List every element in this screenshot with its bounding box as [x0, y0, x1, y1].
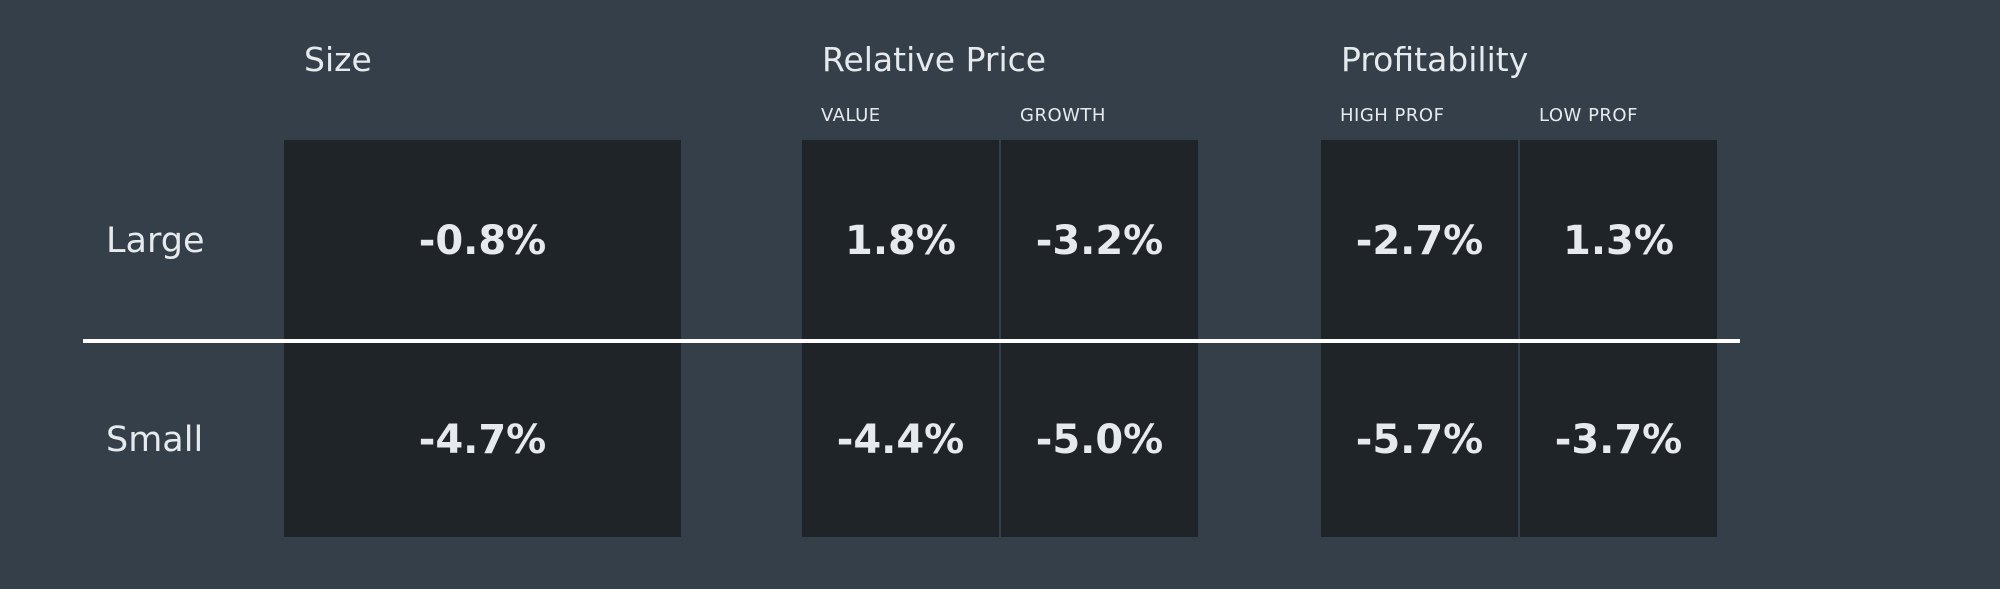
cell-column: -3.2% -5.0%	[1001, 140, 1198, 537]
row-label: Small	[106, 420, 204, 460]
cell-value: -3.7%	[1554, 417, 1683, 463]
cell-value: -4.4%	[836, 417, 965, 463]
group-title: Profitability	[1341, 40, 1529, 79]
cell-column: -2.7% -5.7%	[1321, 140, 1518, 537]
cell-value: -2.7%	[1355, 218, 1484, 264]
cell-value: -4.7%	[418, 417, 547, 463]
group-title: Size	[304, 40, 372, 79]
cell-column: -0.8% -4.7%	[284, 140, 681, 537]
column-header: GROWTH	[1020, 105, 1106, 126]
cell-value: 1.8%	[845, 218, 956, 264]
row-label: Large	[106, 221, 205, 261]
row-divider	[83, 339, 1740, 343]
cell-value: -0.8%	[418, 218, 547, 264]
group-title: Relative Price	[822, 40, 1047, 79]
cell-value: -3.2%	[1035, 218, 1164, 264]
column-header: HIGH PROF	[1340, 105, 1445, 126]
column-header: LOW PROF	[1539, 105, 1638, 126]
cell-value: 1.3%	[1563, 218, 1674, 264]
column-header: VALUE	[821, 105, 881, 126]
cell-value: -5.0%	[1035, 417, 1164, 463]
cell-column: 1.8% -4.4%	[802, 140, 999, 537]
cell-column: 1.3% -3.7%	[1520, 140, 1717, 537]
cell-value: -5.7%	[1355, 417, 1484, 463]
